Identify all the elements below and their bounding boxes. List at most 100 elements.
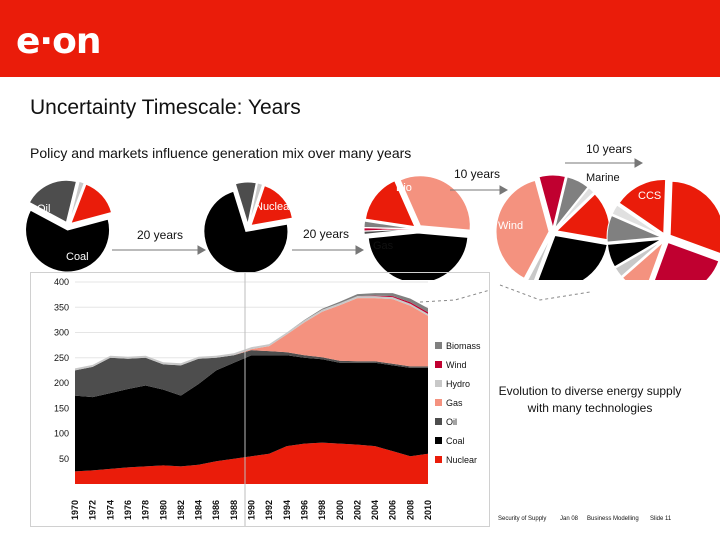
pie-slice-hydro — [614, 240, 663, 278]
legend-swatch-coal — [435, 437, 442, 444]
legend-label-oil: Oil — [446, 417, 457, 427]
arrow-4-label: 10 years — [586, 142, 633, 156]
y-tick-label: 100 — [54, 429, 69, 439]
footer-item-1: Security of Supply — [498, 516, 547, 522]
pie-label-wind: Wind — [498, 220, 524, 232]
pie-label-oil: Oil — [37, 203, 51, 215]
pie-label-nuclear: Nuclear — [255, 201, 293, 213]
legend-swatch-biomass — [435, 342, 442, 349]
area-gas — [75, 298, 428, 371]
pie-slice-nuclear — [618, 179, 667, 235]
chart-frame — [30, 272, 490, 527]
legend-swatch-nuclear — [435, 456, 442, 463]
x-tick-label: 1986 — [211, 500, 221, 520]
pie-2020 — [495, 174, 611, 280]
chart-areas — [75, 293, 428, 484]
y-tick-label: 350 — [54, 302, 69, 312]
y-tick-label: 300 — [54, 328, 69, 338]
connector-left — [419, 289, 491, 303]
arrow-1-label: 20 years — [137, 228, 184, 242]
pie-2030 — [606, 179, 720, 280]
pie-slice-coal — [203, 190, 289, 274]
area-coal — [75, 355, 428, 472]
slide-subtitle: Policy and markets influence generation … — [30, 145, 412, 161]
x-tick-label: 2002 — [352, 500, 362, 520]
pie-label-marine: Marine — [586, 172, 620, 184]
x-tick-label: 1970 — [70, 500, 80, 520]
arrow-2-label: 20 years — [303, 227, 350, 241]
pie-slice-gas — [621, 241, 664, 280]
y-axis-ticks: 50 100 150 200 250 300 350 400 — [54, 277, 69, 464]
arrow-2-head — [355, 245, 365, 255]
header-bar: e·on — [0, 0, 720, 77]
x-axis-ticks: 1970 1972 1974 1976 1978 1980 1982 1984 1986 1988… — [70, 500, 433, 520]
area-nuclear — [75, 442, 428, 484]
pie-slice-nuclear — [364, 180, 416, 228]
pie-slice-wind — [653, 241, 720, 280]
pie-group — [25, 174, 720, 280]
pie-slice-coal — [367, 232, 469, 280]
legend-label-nuclear: Nuclear — [446, 455, 477, 465]
legend-label-biomass: Biomass — [446, 341, 481, 351]
connector-right — [499, 284, 591, 301]
legend-label-hydro: Hydro — [446, 379, 470, 389]
x-tick-label: 2010 — [423, 500, 433, 520]
legend-label-wind: Wind — [446, 360, 467, 370]
x-tick-label: 1990 — [247, 500, 257, 520]
pie-1990 — [203, 181, 293, 274]
pie-slice-hydro — [68, 180, 85, 223]
pie-charts-layer — [25, 158, 720, 280]
x-tick-label: 1998 — [317, 500, 327, 520]
slide-title: Uncertainty Timescale: Years — [30, 96, 301, 119]
pie-slice-coal — [537, 234, 608, 280]
x-tick-label: 2008 — [405, 500, 415, 520]
pie-slice-oil — [28, 179, 77, 224]
legend-swatch-oil — [435, 418, 442, 425]
pie-1970 — [25, 179, 113, 273]
x-tick-label: 1992 — [264, 500, 274, 520]
pie-slice-nuclear — [250, 185, 293, 227]
y-tick-label: 400 — [54, 277, 69, 287]
x-tick-label: 2004 — [370, 500, 380, 520]
eon-logo: e·on — [16, 21, 101, 62]
pie-label-ccs: CCS — [638, 190, 662, 202]
pie-slice-biomass — [363, 220, 415, 230]
legend-swatch-gas — [435, 399, 442, 406]
pie-slice-wind — [538, 174, 567, 229]
area-oil — [75, 350, 428, 398]
pie-slice-gas — [399, 175, 471, 231]
x-tick-label: 1980 — [158, 500, 168, 520]
footer-item-4: Slide 11 — [650, 516, 672, 522]
x-tick-label: 2000 — [335, 500, 345, 520]
y-tick-label: 150 — [54, 403, 69, 413]
pie-label-bio: Bio — [396, 182, 412, 194]
chart-legend: Biomass Wind Hydro Gas Oil Coal Nuclear — [435, 341, 481, 465]
x-tick-label: 1982 — [176, 500, 186, 520]
x-tick-label: 1974 — [105, 500, 115, 520]
x-tick-label: 1972 — [88, 500, 98, 520]
arrow-1-head — [197, 245, 207, 255]
x-tick-label: 1994 — [282, 500, 292, 520]
caption-line-1: Evolution to diverse energy supply — [498, 384, 682, 398]
pie-slice-biomass — [554, 176, 589, 229]
pie-2010 — [363, 175, 471, 280]
legend-swatch-hydro — [435, 380, 442, 387]
x-tick-label: 1984 — [194, 500, 204, 520]
pie-slice-coal — [606, 239, 662, 268]
arrow-3-head — [499, 185, 509, 195]
footer-item-2: Jan 08 — [560, 516, 579, 522]
pie-slice-marine — [555, 187, 595, 230]
x-tick-label: 1988 — [229, 500, 239, 520]
pie-label-coal: Coal — [66, 251, 89, 263]
pie-slice-hydro — [248, 182, 264, 225]
pie-slice-marine — [611, 204, 662, 237]
x-tick-label: 2006 — [388, 500, 398, 520]
arrow-3-label: 10 years — [454, 167, 501, 181]
pie-slice-nuclear — [70, 183, 113, 225]
y-tick-label: 250 — [54, 353, 69, 363]
caption-line-2: with many technologies — [527, 400, 653, 415]
pie-slice-biomass — [606, 214, 662, 243]
pie-slice-oil — [234, 181, 257, 225]
pie-slice-ccs — [669, 180, 720, 254]
